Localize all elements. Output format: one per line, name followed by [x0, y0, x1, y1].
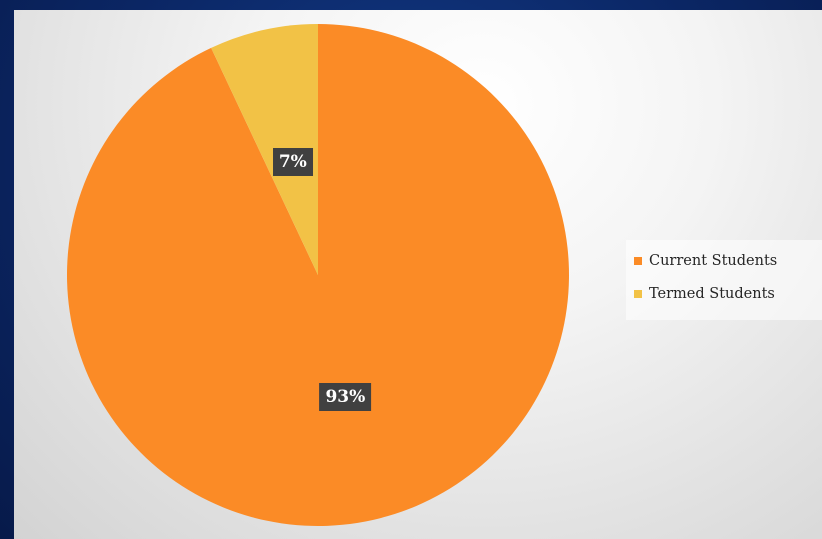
legend-label-current-students: Current Students	[649, 252, 778, 269]
legend-swatch-termed-students	[634, 289, 642, 298]
legend-item-termed-students: Termed Students	[634, 277, 822, 310]
legend-item-current-students: Current Students	[634, 244, 822, 277]
legend: Current Students Termed Students	[626, 240, 822, 320]
pie-chart	[66, 24, 570, 527]
data-label-current-students: 93%	[319, 383, 372, 412]
legend-label-termed-students: Termed Students	[649, 285, 775, 302]
data-label-termed-students: 7%	[272, 148, 313, 177]
legend-swatch-current-students	[634, 256, 642, 265]
chart-area: 93% 7% Current Students Termed Students	[14, 10, 822, 539]
pie-slice-current-students	[66, 24, 570, 527]
pie-slice-termed-students	[211, 24, 318, 275]
